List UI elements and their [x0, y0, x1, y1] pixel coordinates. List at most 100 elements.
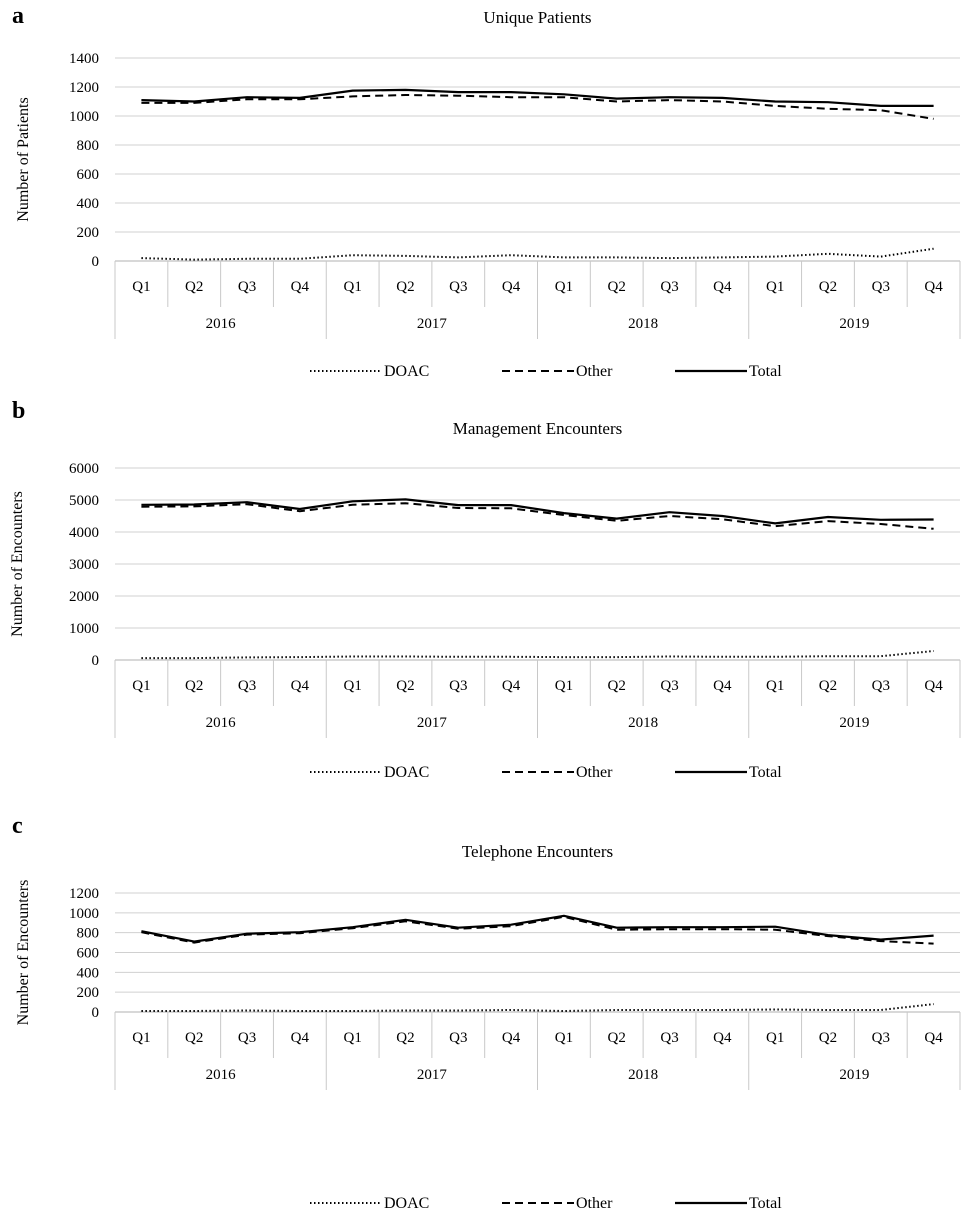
y-tick-label: 0 [92, 653, 100, 669]
x-group-label: 2016 [206, 715, 237, 731]
x-tick-label: Q4 [291, 279, 310, 295]
x-group-label: 2019 [839, 715, 869, 731]
x-tick-label: Q1 [555, 1030, 573, 1046]
x-group-label: 2018 [628, 715, 658, 731]
x-tick-label: Q2 [396, 678, 414, 694]
series-line-doac [141, 247, 934, 261]
legend-label: Other [576, 363, 613, 380]
chart-title: Management Encounters [453, 419, 622, 438]
x-tick-label: Q4 [502, 678, 521, 694]
panel-letter: a [12, 3, 24, 29]
x-tick-label: Q4 [924, 678, 943, 694]
x-tick-label: Q1 [132, 1030, 150, 1046]
x-group-label: 2019 [839, 316, 869, 332]
y-tick-label: 4000 [69, 525, 99, 541]
x-tick-label: Q2 [185, 279, 203, 295]
x-group-label: 2017 [417, 1067, 448, 1083]
y-axis-label: Number of Encounters [15, 880, 32, 1026]
x-tick-label: Q3 [872, 678, 890, 694]
y-tick-label: 1000 [69, 906, 99, 922]
x-tick-label: Q3 [238, 279, 256, 295]
x-group-label: 2018 [628, 1067, 658, 1083]
legend-label: Total [749, 1195, 782, 1212]
x-tick-label: Q2 [819, 279, 837, 295]
y-tick-label: 1400 [69, 51, 99, 67]
x-tick-label: Q1 [343, 279, 361, 295]
y-tick-label: 0 [92, 254, 100, 270]
x-tick-label: Q2 [608, 279, 626, 295]
y-tick-label: 1200 [69, 886, 99, 902]
x-tick-label: Q3 [872, 279, 890, 295]
y-tick-label: 200 [77, 985, 100, 1001]
x-tick-label: Q2 [185, 678, 203, 694]
chart-panel-b: b Management Encounters Number of Encounte… [9, 398, 961, 781]
x-tick-label: Q2 [396, 279, 414, 295]
x-group-label: 2016 [206, 1067, 237, 1083]
y-tick-label: 400 [77, 196, 100, 212]
legend: DOAC Other Total [310, 363, 782, 380]
x-tick-label: Q3 [238, 678, 256, 694]
x-tick-label: Q3 [660, 279, 678, 295]
y-tick-label: 3000 [69, 557, 99, 573]
chart-title: Telephone Encounters [462, 842, 613, 861]
series-line-doac [141, 650, 934, 660]
x-tick-label: Q4 [502, 279, 521, 295]
legend-label: DOAC [384, 764, 429, 781]
y-tick-label: 0 [92, 1005, 100, 1021]
x-tick-label: Q3 [238, 1030, 256, 1046]
x-tick-label: Q4 [713, 279, 732, 295]
x-group-label: 2017 [417, 715, 448, 731]
x-tick-label: Q1 [132, 678, 150, 694]
x-tick-label: Q4 [713, 1030, 732, 1046]
chart-panel-c: c Telephone Encounters Number of Encounter… [12, 813, 961, 1212]
series-line-total [141, 88, 934, 108]
y-tick-label: 1200 [69, 80, 99, 96]
x-tick-label: Q4 [924, 279, 943, 295]
x-tick-label: Q2 [185, 1030, 203, 1046]
x-tick-label: Q3 [660, 1030, 678, 1046]
y-tick-label: 200 [77, 225, 100, 241]
x-tick-label: Q2 [608, 1030, 626, 1046]
x-group-label: 2017 [417, 316, 448, 332]
y-tick-label: 600 [77, 167, 100, 183]
y-tick-label: 6000 [69, 461, 99, 477]
x-group-label: 2019 [839, 1067, 869, 1083]
x-tick-label: Q1 [343, 678, 361, 694]
x-tick-label: Q2 [819, 1030, 837, 1046]
x-tick-label: Q1 [555, 279, 573, 295]
y-tick-label: 5000 [69, 493, 99, 509]
x-tick-label: Q4 [924, 1030, 943, 1046]
legend-label: DOAC [384, 363, 429, 380]
x-tick-label: Q2 [819, 678, 837, 694]
x-tick-label: Q2 [608, 678, 626, 694]
y-tick-label: 1000 [69, 109, 99, 125]
x-tick-label: Q3 [449, 678, 467, 694]
series-line-other [141, 94, 934, 120]
series-line-doac [141, 1003, 934, 1012]
panel-letter: c [12, 813, 23, 839]
y-tick-label: 800 [77, 926, 100, 942]
x-tick-label: Q3 [660, 678, 678, 694]
x-tick-label: Q4 [713, 678, 732, 694]
series-line-total [141, 914, 934, 943]
y-tick-label: 600 [77, 946, 100, 962]
chart-title: Unique Patients [483, 8, 591, 27]
y-tick-label: 400 [77, 965, 100, 981]
panel-letter: b [12, 398, 25, 424]
y-tick-label: 1000 [69, 621, 99, 637]
y-axis-label: Number of Encounters [9, 491, 26, 637]
x-tick-label: Q1 [132, 279, 150, 295]
legend: DOAC Other Total [310, 764, 782, 781]
legend-label: DOAC [384, 1195, 429, 1212]
x-tick-label: Q1 [766, 279, 784, 295]
x-tick-label: Q3 [449, 279, 467, 295]
series-line-total [141, 498, 934, 525]
x-tick-label: Q3 [449, 1030, 467, 1046]
x-group-label: 2018 [628, 316, 658, 332]
y-tick-label: 2000 [69, 589, 99, 605]
legend-label: Total [749, 764, 782, 781]
series-line-other [141, 502, 934, 530]
legend: DOAC Other Total [310, 1195, 782, 1212]
x-tick-label: Q2 [396, 1030, 414, 1046]
